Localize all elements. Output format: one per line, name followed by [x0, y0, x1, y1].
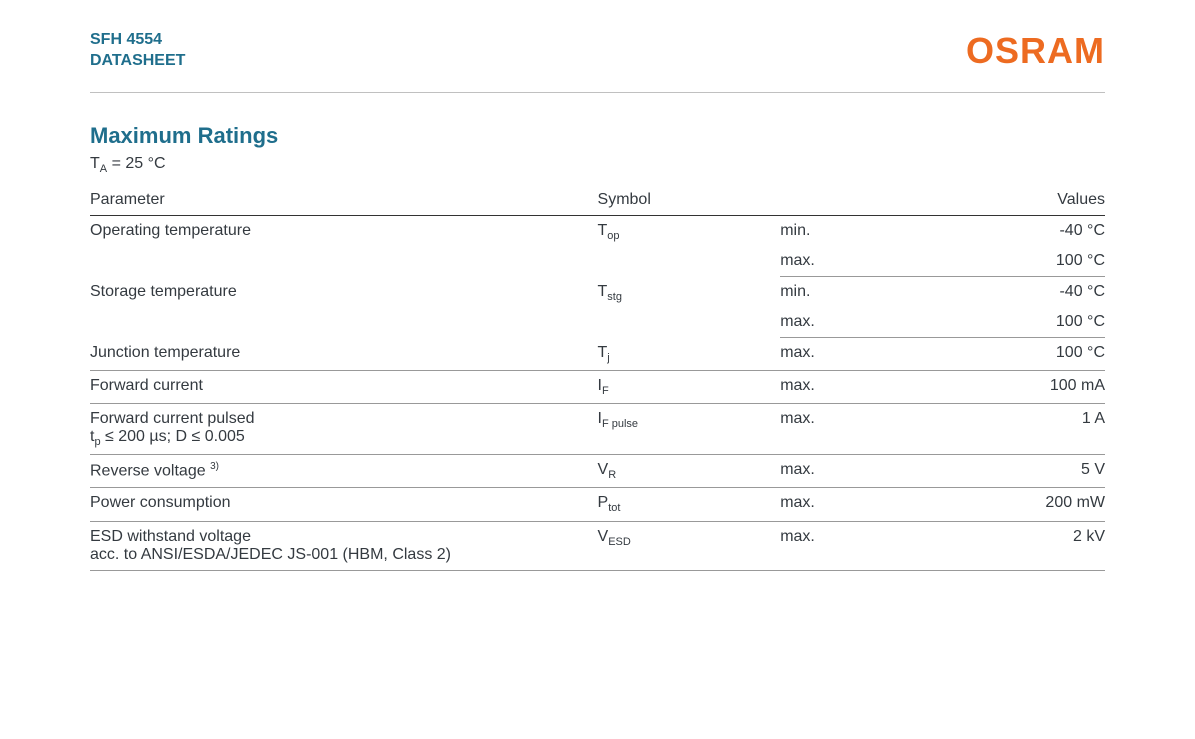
cell-symbol: VR — [598, 455, 781, 488]
param-superscript: 3) — [210, 461, 219, 472]
param-text: ESD withstand voltage — [90, 528, 598, 546]
symbol-main: V — [598, 461, 609, 478]
symbol-main: P — [598, 494, 609, 511]
symbol-main: V — [598, 528, 609, 545]
cell-parameter: Reverse voltage 3) — [90, 455, 598, 488]
cell-parameter: Storage temperature — [90, 277, 598, 338]
param-text: Operating temperature — [90, 222, 598, 240]
doc-type: DATASHEET — [90, 52, 185, 69]
header-parameter: Parameter — [90, 185, 598, 216]
param-text: Forward current — [90, 377, 598, 395]
param-subtext: tp ≤ 200 µs; D ≤ 0.005 — [90, 428, 598, 448]
param-subtext: acc. to ANSI/ESDA/JEDEC JS-001 (HBM, Cla… — [90, 546, 598, 564]
cell-minmax: max. — [780, 370, 922, 403]
cell-symbol: Top — [598, 216, 781, 277]
cell-value: 200 mW — [922, 488, 1105, 521]
cell-value: 100 °C — [922, 338, 1105, 371]
symbol-subscript: F — [602, 385, 609, 397]
cell-symbol: IF — [598, 370, 781, 403]
cell-minmax: min. — [780, 277, 922, 308]
section-title: Maximum Ratings — [90, 123, 1105, 149]
table-row: Power consumptionPtotmax.200 mW — [90, 488, 1105, 521]
symbol-subscript: tot — [608, 503, 620, 515]
condition-symbol: T — [90, 155, 100, 172]
symbol-subscript: j — [607, 352, 609, 364]
cell-value: -40 °C — [922, 216, 1105, 247]
symbol-subscript: stg — [607, 291, 622, 303]
symbol-main: T — [598, 222, 608, 239]
cell-parameter: Junction temperature — [90, 338, 598, 371]
cell-value: 2 kV — [922, 521, 1105, 570]
cell-parameter: Forward current pulsedtp ≤ 200 µs; D ≤ 0… — [90, 404, 598, 455]
cell-symbol: Tstg — [598, 277, 781, 338]
cell-minmax: max. — [780, 404, 922, 455]
cell-minmax: max. — [780, 455, 922, 488]
symbol-main: T — [598, 283, 608, 300]
symbol-subscript: R — [608, 469, 616, 481]
param-text: Power consumption — [90, 494, 598, 512]
table-row: Reverse voltage 3)VRmax.5 V — [90, 455, 1105, 488]
cell-value: 100 °C — [922, 246, 1105, 277]
brand-logo: OSRAM — [966, 30, 1105, 72]
header-symbol: Symbol — [598, 185, 781, 216]
symbol-subscript: F pulse — [602, 418, 638, 430]
param-text: Forward current pulsed — [90, 410, 598, 428]
table-row: Storage temperatureTstg min.-40 °C — [90, 277, 1105, 308]
cell-symbol: IF pulse — [598, 404, 781, 455]
param-text: Reverse voltage 3) — [90, 461, 598, 480]
cell-value: 100 °C — [922, 307, 1105, 338]
cell-minmax: max. — [780, 488, 922, 521]
table-row: Forward current pulsedtp ≤ 200 µs; D ≤ 0… — [90, 404, 1105, 455]
cell-minmax: max. — [780, 307, 922, 338]
param-text: Junction temperature — [90, 344, 598, 362]
product-id: SFH 4554 DATASHEET — [90, 30, 185, 72]
condition-value: = 25 °C — [107, 155, 165, 172]
header-values: Values — [922, 185, 1105, 216]
header-blank — [780, 185, 922, 216]
cell-symbol: VESD — [598, 521, 781, 570]
cell-value: 1 A — [922, 404, 1105, 455]
cell-parameter: Power consumption — [90, 488, 598, 521]
ratings-table: Parameter Symbol Values Operating temper… — [90, 185, 1105, 570]
cell-parameter: Forward current — [90, 370, 598, 403]
table-row: Forward currentIFmax.100 mA — [90, 370, 1105, 403]
table-row: Operating temperatureTop min.-40 °C — [90, 216, 1105, 247]
product-code: SFH 4554 — [90, 31, 162, 48]
cell-value: 100 mA — [922, 370, 1105, 403]
cell-parameter: ESD withstand voltageacc. to ANSI/ESDA/J… — [90, 521, 598, 570]
cell-minmax: max. — [780, 521, 922, 570]
symbol-subscript: op — [607, 230, 619, 242]
cell-value: 5 V — [922, 455, 1105, 488]
page-header: SFH 4554 DATASHEET OSRAM — [90, 30, 1105, 93]
cell-minmax: max. — [780, 246, 922, 277]
param-text: Storage temperature — [90, 283, 598, 301]
cell-minmax: min. — [780, 216, 922, 247]
cell-value: -40 °C — [922, 277, 1105, 308]
cell-parameter: Operating temperature — [90, 216, 598, 277]
table-row: Junction temperatureTjmax.100 °C — [90, 338, 1105, 371]
table-row: ESD withstand voltageacc. to ANSI/ESDA/J… — [90, 521, 1105, 570]
cell-symbol: Ptot — [598, 488, 781, 521]
section-condition: TA = 25 °C — [90, 155, 1105, 175]
table-header-row: Parameter Symbol Values — [90, 185, 1105, 216]
symbol-main: T — [598, 344, 608, 361]
cell-minmax: max. — [780, 338, 922, 371]
symbol-subscript: ESD — [608, 536, 631, 548]
cell-symbol: Tj — [598, 338, 781, 371]
